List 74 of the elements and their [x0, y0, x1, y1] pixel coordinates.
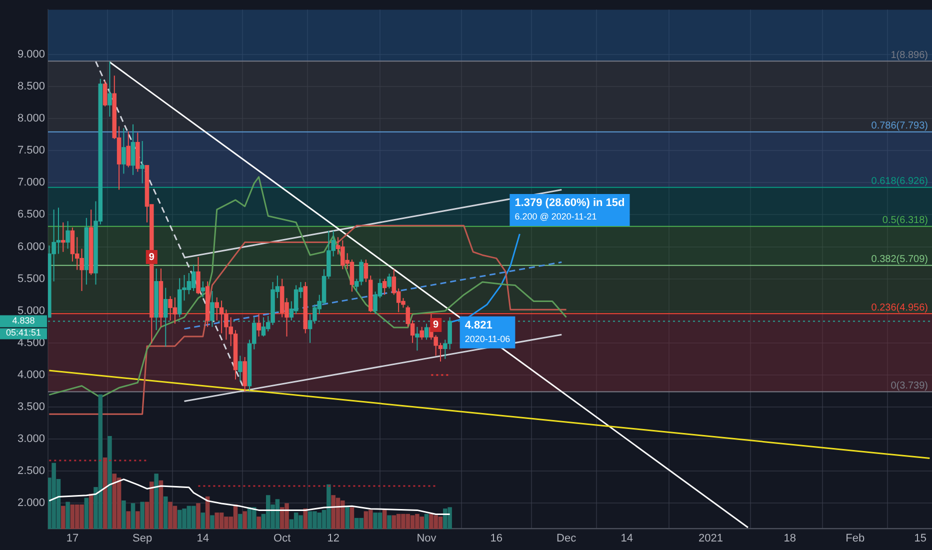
- bar: [214, 512, 220, 529]
- bar: [350, 506, 354, 529]
- bar: [210, 515, 214, 529]
- x-tick-label: 12: [327, 532, 340, 544]
- x-tick-label: 2021: [698, 532, 723, 544]
- bar: [387, 515, 392, 529]
- y-tick-label: 9.000: [17, 48, 45, 60]
- y-tick-label: 6.500: [17, 208, 45, 221]
- bar: [238, 514, 242, 529]
- ref-line-label: 1(8.896): [890, 50, 928, 61]
- bar: [61, 506, 66, 529]
- bar: [382, 510, 387, 529]
- ref-line-label: 0.382(5.709): [871, 254, 928, 266]
- ref-line-label: 0.786(7.793): [871, 120, 928, 132]
- bar: [364, 511, 368, 529]
- ref-line-label: 0.236(4.956): [871, 302, 928, 314]
- y-tick-label: 6.000: [17, 240, 45, 253]
- bar: [164, 496, 168, 529]
- bar: [242, 511, 247, 529]
- text: 05:41:51: [6, 328, 42, 338]
- y-tick-label: 5.000: [17, 304, 45, 317]
- bar: [70, 504, 75, 529]
- y-tick-label: 4.000: [17, 368, 45, 381]
- y-tick-label: 8.000: [17, 112, 45, 125]
- bar: [66, 502, 70, 529]
- y-tick-label: 8.500: [17, 80, 45, 93]
- ref-line-label: 0.618(6.926): [871, 176, 928, 188]
- y-tick-label: 2.500: [17, 465, 45, 478]
- annotation: 9: [148, 252, 155, 263]
- y-tick-label: 3.000: [17, 433, 45, 446]
- annotation: 1.379 (28.60%) in 15d: [514, 196, 625, 209]
- bar: [126, 511, 130, 529]
- x-tick-label: 18: [784, 532, 796, 544]
- x-tick-label: Nov: [416, 532, 437, 544]
- bar: [158, 480, 164, 529]
- y-tick-label: 2.000: [17, 497, 45, 510]
- bar: [102, 457, 108, 529]
- bar: [122, 500, 126, 529]
- bar: [112, 473, 117, 529]
- x-tick-label: Dec: [556, 532, 577, 544]
- x-tick-label: Feb: [846, 532, 865, 544]
- y-tick-label: 3.500: [17, 401, 45, 414]
- bar: [130, 502, 136, 529]
- x-tick-label: 15: [914, 532, 926, 544]
- x-tick-label: 17: [66, 532, 79, 544]
- x-tick-label: Sep: [132, 532, 152, 544]
- bar: [256, 516, 261, 529]
- ref-line-label: 0.5(6.318): [882, 215, 928, 226]
- bar: [154, 473, 158, 529]
- bar: [191, 506, 196, 529]
- y-tick-label: 7.000: [17, 176, 45, 189]
- bar: [136, 511, 140, 529]
- x-tick-label: 16: [490, 532, 503, 544]
- bar: [368, 510, 373, 529]
- x-tick-label: 14: [620, 532, 633, 544]
- bar: [108, 436, 112, 529]
- bar: [116, 477, 122, 529]
- y-tick-label: 7.500: [17, 144, 45, 157]
- annotation: 6.200 @ 2020-11-21: [514, 211, 597, 222]
- bar: [424, 514, 429, 529]
- bar: [200, 512, 206, 529]
- ref-line-label: 0(3.739): [890, 380, 928, 392]
- ref-line-label: 4.838: [12, 316, 35, 326]
- annotation: 4.821: [464, 319, 492, 332]
- x-tick-label: Oct: [274, 532, 291, 544]
- bar: [392, 515, 396, 529]
- annotation: 9: [433, 320, 440, 331]
- bar: [140, 502, 144, 529]
- y-tick-label: 5.500: [17, 272, 45, 285]
- bar: [84, 498, 89, 529]
- bar: [345, 506, 350, 529]
- bar: [196, 502, 200, 529]
- x-tick-label: 14: [196, 532, 210, 544]
- annotation: 2020-11-06: [464, 334, 510, 344]
